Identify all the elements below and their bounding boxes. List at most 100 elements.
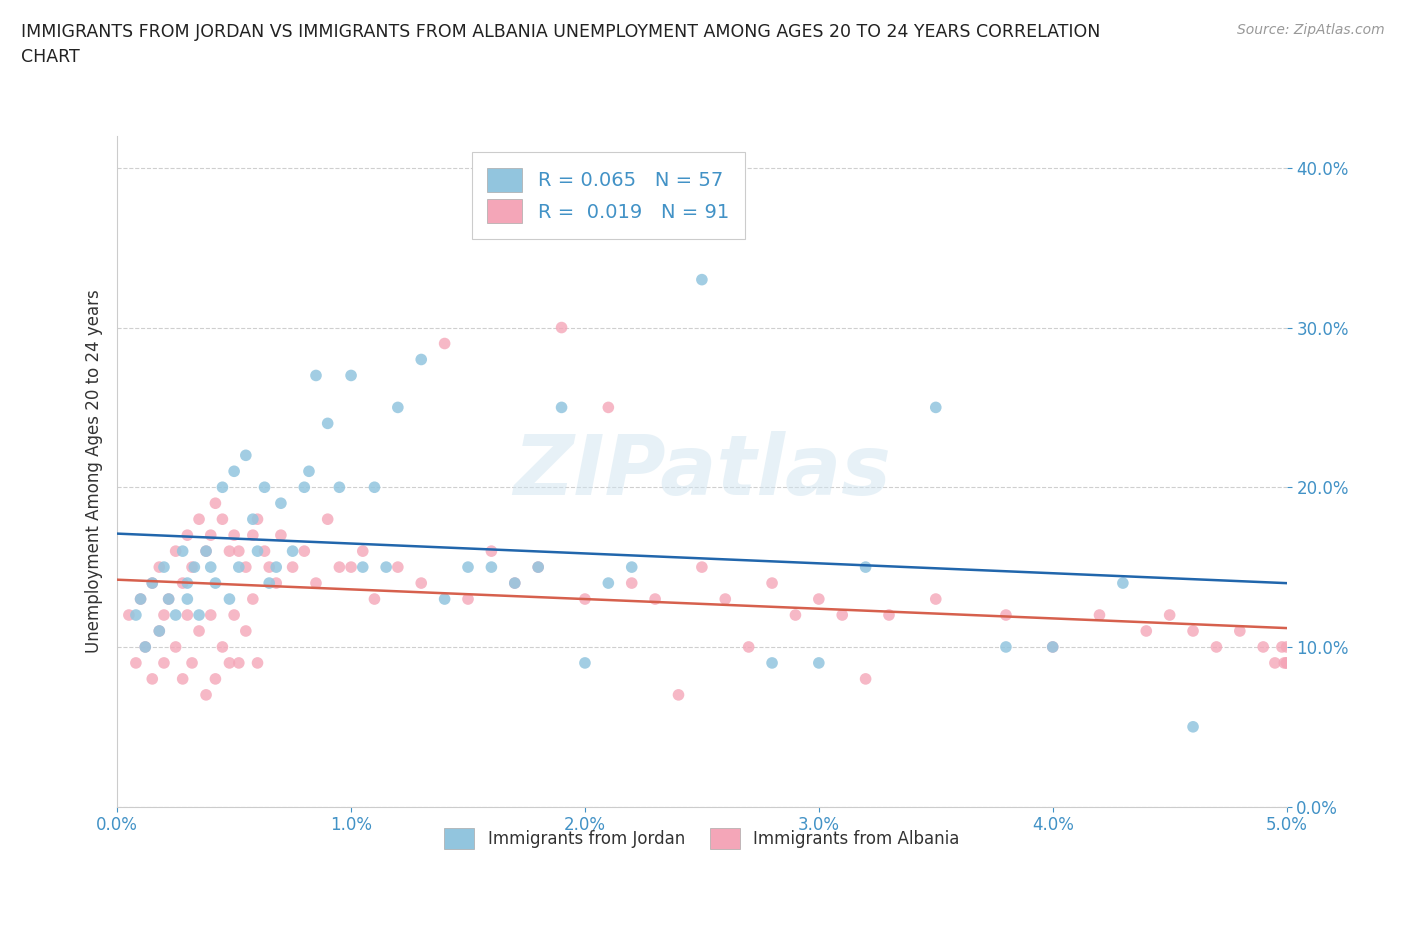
Point <box>218 656 240 671</box>
Point <box>363 591 385 606</box>
Point <box>218 544 240 559</box>
Point <box>316 512 339 526</box>
Point <box>1042 640 1064 655</box>
Point <box>1042 640 1064 655</box>
Point <box>246 512 269 526</box>
Point <box>204 576 226 591</box>
Point <box>134 640 156 655</box>
Point <box>141 671 163 686</box>
Point <box>761 576 783 591</box>
Point <box>433 336 456 351</box>
Point <box>228 560 250 575</box>
Point <box>134 640 156 655</box>
Point <box>211 512 233 526</box>
Point <box>1272 656 1295 671</box>
Point <box>224 607 246 622</box>
Point <box>292 480 315 495</box>
Y-axis label: Unemployment Among Ages 20 to 24 years: Unemployment Among Ages 20 to 24 years <box>86 289 103 653</box>
Point <box>1251 640 1274 655</box>
Point <box>211 480 233 495</box>
Text: ZIPatlas: ZIPatlas <box>513 431 891 512</box>
Point <box>527 560 550 575</box>
Point <box>877 607 900 622</box>
Point <box>165 607 187 622</box>
Point <box>172 576 194 591</box>
Point <box>855 671 877 686</box>
Point <box>141 576 163 591</box>
Point <box>737 640 759 655</box>
Point <box>176 576 198 591</box>
Point <box>292 544 315 559</box>
Point <box>457 591 479 606</box>
Point <box>550 320 572 335</box>
Point <box>328 480 350 495</box>
Point <box>481 560 503 575</box>
Point <box>527 560 550 575</box>
Point <box>994 640 1017 655</box>
Point <box>195 687 218 702</box>
Point <box>153 607 176 622</box>
Point <box>994 607 1017 622</box>
Point <box>228 656 250 671</box>
Point <box>644 591 666 606</box>
Point <box>172 671 194 686</box>
Point <box>387 400 409 415</box>
Point <box>218 591 240 606</box>
Text: IMMIGRANTS FROM JORDAN VS IMMIGRANTS FROM ALBANIA UNEMPLOYMENT AMONG AGES 20 TO : IMMIGRANTS FROM JORDAN VS IMMIGRANTS FRO… <box>21 23 1101 66</box>
Point <box>1088 607 1111 622</box>
Point <box>172 544 194 559</box>
Point <box>181 656 204 671</box>
Point <box>550 400 572 415</box>
Point <box>165 544 187 559</box>
Point <box>148 560 170 575</box>
Point <box>433 591 456 606</box>
Point <box>1275 656 1298 671</box>
Point <box>1275 640 1298 655</box>
Point <box>204 671 226 686</box>
Point <box>253 544 276 559</box>
Point <box>375 560 398 575</box>
Point <box>785 607 807 622</box>
Point <box>118 607 141 622</box>
Point <box>598 400 620 415</box>
Point <box>188 512 211 526</box>
Point <box>925 591 948 606</box>
Point <box>257 576 280 591</box>
Point <box>195 544 218 559</box>
Point <box>228 544 250 559</box>
Point <box>411 352 433 367</box>
Point <box>574 656 596 671</box>
Point <box>831 607 853 622</box>
Point <box>298 464 321 479</box>
Point <box>270 496 292 511</box>
Point <box>1112 576 1135 591</box>
Point <box>157 591 180 606</box>
Point <box>176 607 198 622</box>
Point <box>598 576 620 591</box>
Point <box>242 527 264 542</box>
Point <box>714 591 737 606</box>
Point <box>807 656 830 671</box>
Point <box>235 560 257 575</box>
Point <box>411 576 433 591</box>
Point <box>264 576 287 591</box>
Point <box>340 560 363 575</box>
Point <box>176 591 198 606</box>
Legend: Immigrants from Jordan, Immigrants from Albania: Immigrants from Jordan, Immigrants from … <box>437 822 966 856</box>
Point <box>235 623 257 638</box>
Point <box>153 560 176 575</box>
Point <box>125 607 148 622</box>
Point <box>481 544 503 559</box>
Point <box>690 272 713 287</box>
Point <box>387 560 409 575</box>
Point <box>1229 623 1251 638</box>
Point <box>125 656 148 671</box>
Point <box>246 544 269 559</box>
Point <box>305 576 328 591</box>
Point <box>1275 656 1298 671</box>
Point <box>1159 607 1181 622</box>
Point <box>1182 720 1205 735</box>
Point <box>188 623 211 638</box>
Point <box>181 560 204 575</box>
Point <box>1271 640 1294 655</box>
